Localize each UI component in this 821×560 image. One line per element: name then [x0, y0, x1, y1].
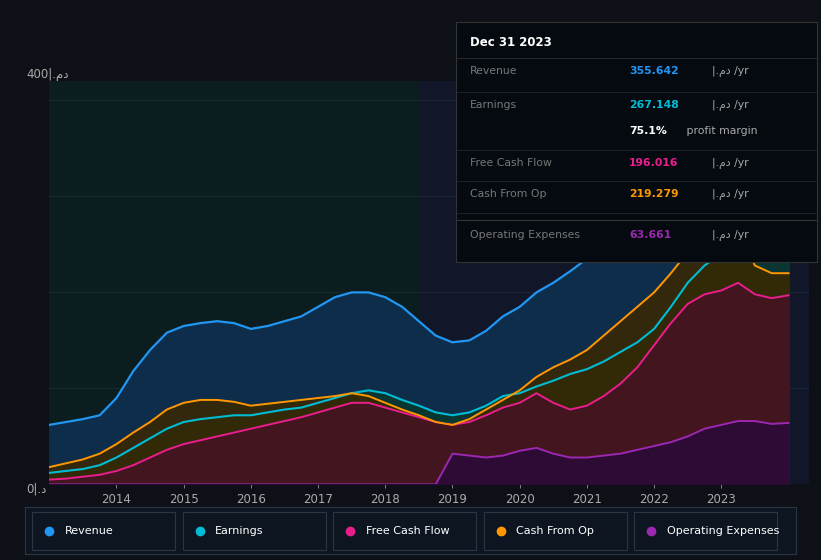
Text: Free Cash Flow: Free Cash Flow	[470, 157, 552, 167]
Text: Operating Expenses: Operating Expenses	[470, 231, 580, 240]
Bar	[419, 81, 809, 484]
Bar	[49, 81, 419, 484]
Text: Free Cash Flow: Free Cash Flow	[365, 526, 449, 535]
Text: Cash From Op: Cash From Op	[516, 526, 594, 535]
Text: Revenue: Revenue	[470, 66, 517, 76]
Text: |.مد /yr: |.مد /yr	[712, 66, 749, 77]
FancyBboxPatch shape	[32, 512, 175, 550]
Text: |.مد /yr: |.مد /yr	[712, 100, 749, 111]
Text: 355.642: 355.642	[629, 66, 679, 76]
Text: |.مد /yr: |.مد /yr	[712, 189, 749, 200]
Text: 400|.مد: 400|.مد	[26, 68, 69, 81]
Text: Dec 31 2023: Dec 31 2023	[470, 36, 552, 49]
Text: |.مد /yr: |.مد /yr	[712, 157, 749, 169]
FancyBboxPatch shape	[183, 512, 326, 550]
FancyBboxPatch shape	[635, 512, 777, 550]
FancyBboxPatch shape	[484, 512, 626, 550]
Text: 0|.د: 0|.د	[26, 483, 47, 496]
Text: Operating Expenses: Operating Expenses	[667, 526, 779, 535]
Text: 196.016: 196.016	[629, 157, 678, 167]
Text: Revenue: Revenue	[65, 526, 113, 535]
Text: profit margin: profit margin	[683, 126, 758, 136]
Text: Earnings: Earnings	[215, 526, 264, 535]
Text: Cash From Op: Cash From Op	[470, 189, 547, 199]
Text: 63.661: 63.661	[629, 231, 672, 240]
Text: 75.1%: 75.1%	[629, 126, 667, 136]
Text: |.مد /yr: |.مد /yr	[712, 231, 749, 241]
Text: 267.148: 267.148	[629, 100, 679, 110]
Text: Earnings: Earnings	[470, 100, 517, 110]
Text: 219.279: 219.279	[629, 189, 679, 199]
FancyBboxPatch shape	[333, 512, 476, 550]
